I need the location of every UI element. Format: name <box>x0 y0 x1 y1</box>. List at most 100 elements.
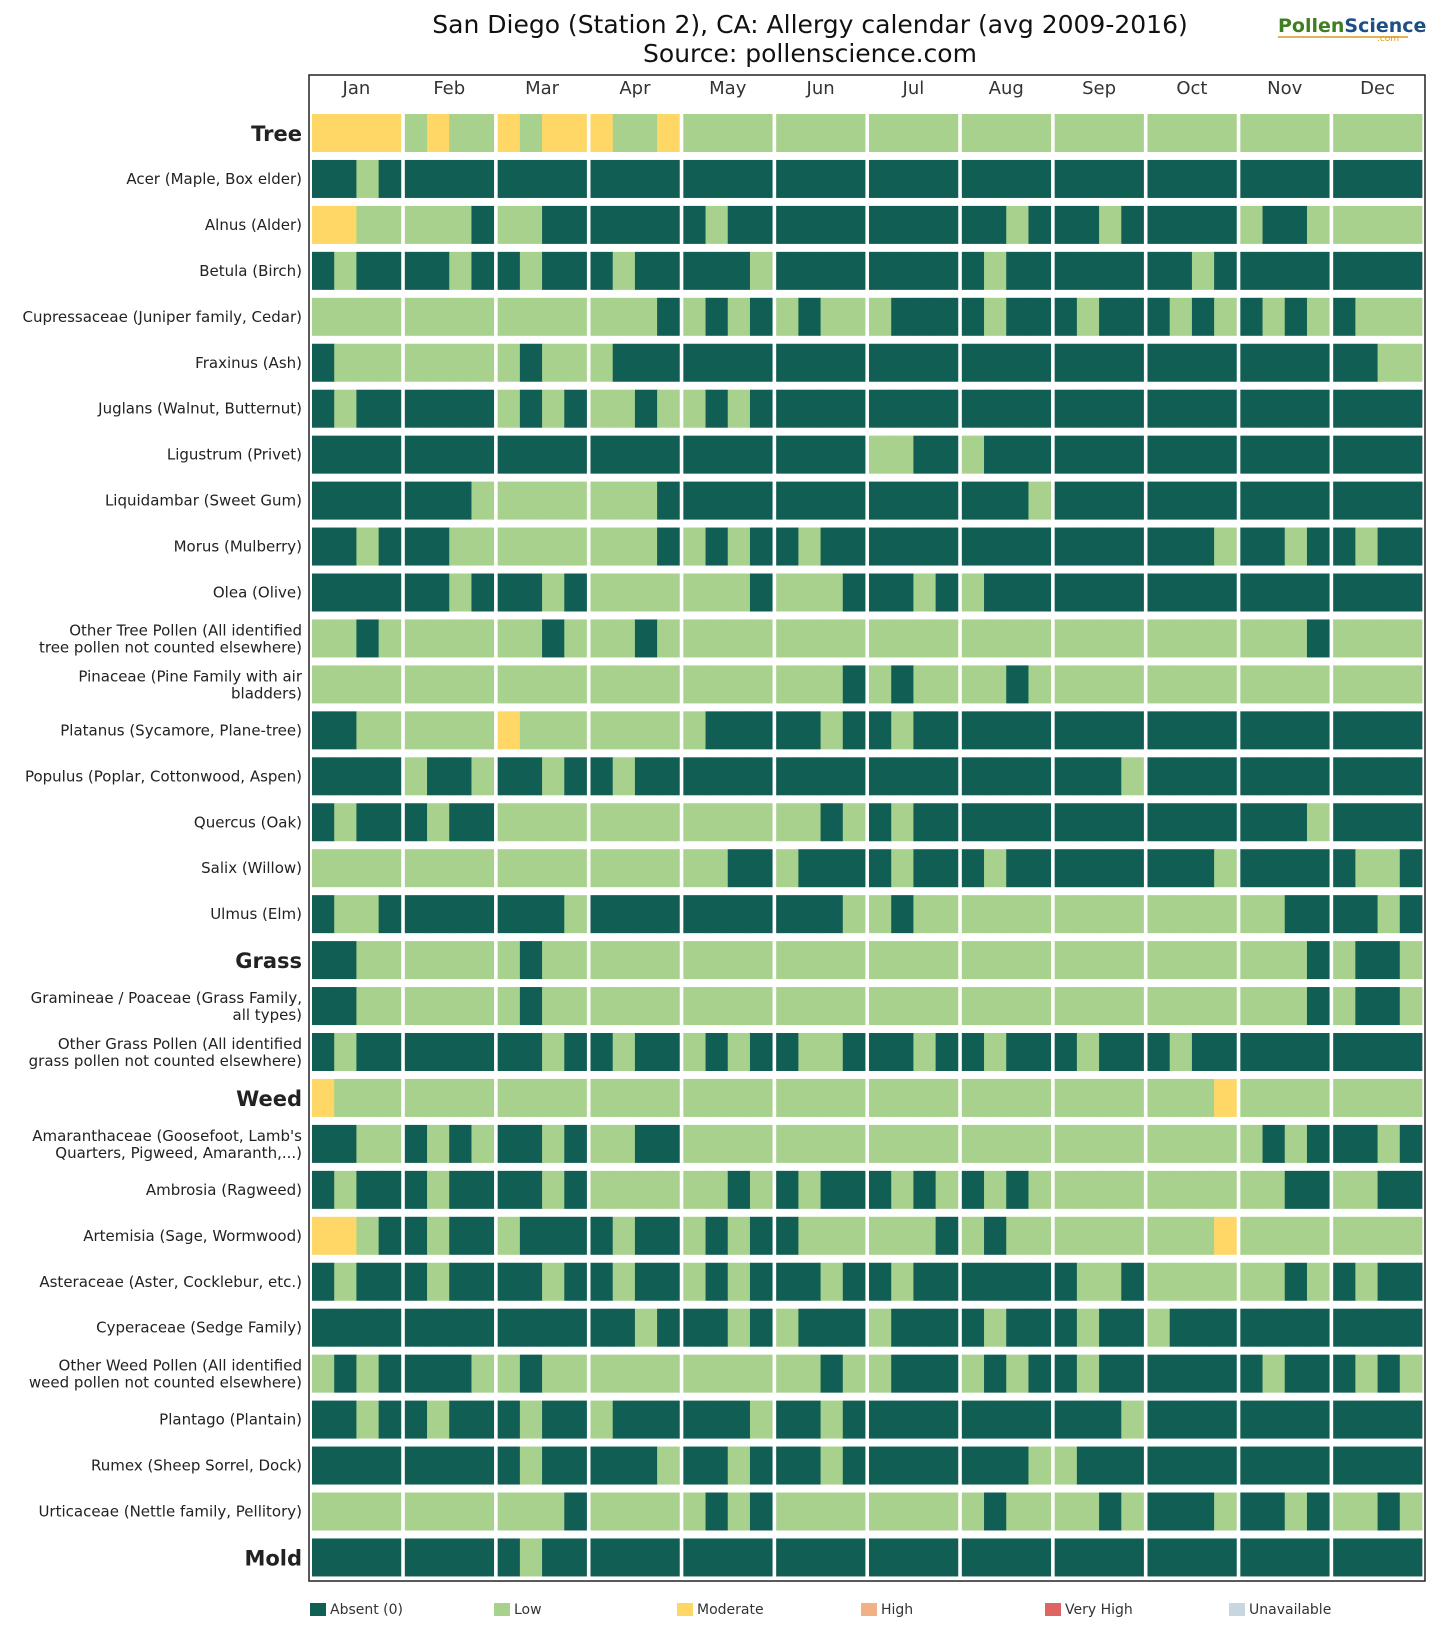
heatmap-cell <box>820 114 844 152</box>
heatmap-cell <box>798 527 821 566</box>
heatmap-cell <box>590 114 614 152</box>
heatmap-cell <box>449 1446 472 1485</box>
heatmap-cell <box>356 1262 380 1301</box>
heatmap-cell <box>378 757 402 796</box>
heatmap-cell <box>1333 941 1356 980</box>
heatmap-cell <box>891 114 914 152</box>
heatmap-cell <box>891 987 914 1026</box>
heatmap-cell <box>1054 1262 1078 1301</box>
heatmap-cell <box>842 159 866 198</box>
heatmap-cell <box>1306 205 1330 244</box>
heatmap-cell <box>1121 1033 1144 1071</box>
heatmap-cell <box>1306 1308 1330 1347</box>
heatmap-cell <box>378 1124 402 1163</box>
heatmap-cell <box>820 1216 844 1255</box>
heatmap-cell <box>1169 849 1193 888</box>
heatmap-cell <box>1240 1033 1263 1071</box>
heatmap-cell <box>334 987 357 1026</box>
heatmap-cell <box>1240 1216 1263 1255</box>
heatmap-cell <box>564 527 587 566</box>
heatmap-cell <box>1099 987 1122 1026</box>
heatmap-cell <box>1399 803 1423 842</box>
heatmap-cell <box>427 1262 450 1301</box>
heatmap-cell <box>1333 159 1356 198</box>
heatmap-cell <box>727 389 751 428</box>
heatmap-cell <box>1284 987 1308 1026</box>
heatmap-cell <box>449 941 472 980</box>
heatmap-cell <box>334 159 357 198</box>
heatmap-cell <box>312 1400 335 1439</box>
heatmap-cell <box>1169 1262 1193 1301</box>
heatmap-cell <box>1121 1262 1144 1301</box>
heatmap-cell <box>727 573 751 612</box>
heatmap-cell <box>1284 1262 1308 1301</box>
heatmap-cell <box>705 1446 729 1485</box>
heatmap-cell <box>1306 987 1330 1026</box>
heatmap-cell <box>1147 757 1171 796</box>
heatmap-cell <box>1240 849 1263 888</box>
heatmap-cell <box>1006 803 1029 842</box>
heatmap-cell <box>1306 1446 1330 1485</box>
heatmap-cell <box>471 481 495 520</box>
heatmap-cell <box>634 389 658 428</box>
heatmap-cell <box>1028 1170 1052 1209</box>
heatmap-cell <box>820 435 844 474</box>
heatmap-cell <box>1377 1492 1401 1531</box>
heatmap-cell <box>1355 1170 1378 1209</box>
heatmap-cell <box>542 665 565 704</box>
heatmap-cell <box>356 665 380 704</box>
heatmap-cell <box>749 527 773 566</box>
heatmap-cell <box>1306 159 1330 198</box>
heatmap-cell <box>427 1538 450 1577</box>
heatmap-cell <box>891 251 914 290</box>
heatmap-cell <box>590 1078 614 1117</box>
heatmap-cell <box>634 1124 658 1163</box>
heatmap-cell <box>1262 1033 1286 1071</box>
heatmap-cell <box>891 1078 914 1117</box>
heatmap-cell <box>356 1033 380 1071</box>
heatmap-cell <box>842 1078 866 1117</box>
heatmap-cell <box>634 159 658 198</box>
heatmap-cell <box>984 711 1007 750</box>
heatmap-cell <box>1399 527 1423 566</box>
heatmap-cell <box>1214 1033 1237 1071</box>
month-label-nov: Nov <box>1267 78 1302 99</box>
heatmap-cell <box>312 435 335 474</box>
heatmap-cell <box>1355 665 1378 704</box>
heatmap-cell <box>590 711 614 750</box>
heatmap-cell <box>798 297 821 336</box>
heatmap-cell <box>334 481 357 520</box>
heatmap-cell <box>1240 1492 1263 1531</box>
heatmap-cell <box>1399 1538 1423 1577</box>
heatmap-cell <box>842 251 866 290</box>
heatmap-cell <box>1333 573 1356 612</box>
heatmap-cell <box>1169 1400 1193 1439</box>
heatmap-cell <box>1399 297 1423 336</box>
heatmap-cell <box>356 1308 380 1347</box>
heatmap-cell <box>891 665 914 704</box>
heatmap-cell <box>427 343 450 382</box>
row-label-acer-maple-box-elder: Acer (Maple, Box elder) <box>126 170 302 188</box>
heatmap-cell <box>427 251 450 290</box>
heatmap-cell <box>1191 527 1215 566</box>
heatmap-cell <box>1006 1216 1029 1255</box>
heatmap-cell <box>820 803 844 842</box>
heatmap-cell <box>542 803 565 842</box>
heatmap-cell <box>427 573 450 612</box>
heatmap-cell <box>634 251 658 290</box>
heatmap-cell <box>497 205 521 244</box>
heatmap-cell <box>634 1216 658 1255</box>
heatmap-cell <box>404 1538 428 1577</box>
heatmap-cell <box>634 1170 658 1209</box>
heatmap-cell <box>1147 665 1171 704</box>
heatmap-cell <box>961 1492 985 1531</box>
heatmap-cell <box>334 297 357 336</box>
heatmap-cell <box>727 1492 751 1531</box>
heatmap-cell <box>471 1262 495 1301</box>
heatmap-row-gramineae-poaceae-grass-family-all-types <box>312 987 1423 1026</box>
heatmap-cell <box>519 895 543 934</box>
heatmap-cell <box>378 1446 402 1485</box>
heatmap-cell <box>1355 251 1378 290</box>
heatmap-cell <box>590 343 614 382</box>
heatmap-cell <box>842 941 866 980</box>
